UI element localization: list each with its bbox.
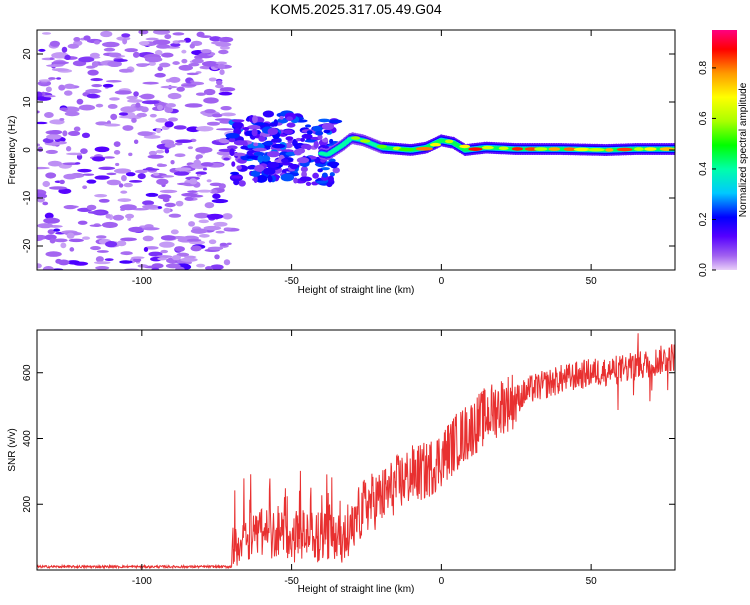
colorbar-label: Normalized spectral amplitude bbox=[738, 82, 749, 217]
spectrogram-x-tick-label: 0 bbox=[439, 276, 445, 287]
spectrogram-y-tick-label: -10 bbox=[22, 190, 33, 205]
colorbar-gradient bbox=[712, 30, 737, 270]
spectrogram-y-tick-label: 10 bbox=[22, 96, 33, 108]
snr-y-tick-label: 600 bbox=[22, 364, 33, 381]
colorbar-tick-label: 0.2 bbox=[698, 212, 709, 226]
snr-series-line bbox=[36, 333, 676, 570]
colorbar: 0.0 0.2 0.4 0.6 0.8 Normalized spectral ampl… bbox=[698, 30, 749, 277]
spectrogram-x-tick-label: -50 bbox=[284, 276, 299, 287]
spectrogram-y-tick-label: 0 bbox=[22, 147, 33, 153]
spectrogram-heatmap bbox=[37, 30, 675, 270]
snr-frame bbox=[36, 329, 676, 571]
spectrogram-x-tick-label: -100 bbox=[132, 276, 152, 287]
snr-x-tick-label: 50 bbox=[586, 576, 598, 587]
snr-panel: -100 -50 0 50 200 400 600 Height of straight l… bbox=[7, 329, 676, 595]
spectrogram-y-tick-label: 20 bbox=[22, 48, 33, 60]
colorbar-tick-label: 0.6 bbox=[698, 111, 709, 125]
snr-x-tick-label: 0 bbox=[439, 576, 445, 587]
colorbar-ticks: 0.0 0.2 0.4 0.6 0.8 bbox=[698, 61, 716, 277]
snr-y-axis-label: SNR (v/v) bbox=[7, 428, 18, 471]
snr-y-tick-label: 200 bbox=[22, 495, 33, 512]
colorbar-tick-label: 0.0 bbox=[698, 263, 709, 277]
snr-x-axis-label: Height of straight line (km) bbox=[298, 584, 415, 595]
snr-axis-ticks: -100 -50 0 50 200 400 600 bbox=[22, 330, 675, 587]
spectrogram-x-axis-label: Height of straight line (km) bbox=[298, 285, 415, 296]
snr-y-tick-label: 400 bbox=[22, 430, 33, 447]
colorbar-tick-label: 0.4 bbox=[698, 162, 709, 176]
spectrogram-y-axis-label: Frequency (Hz) bbox=[7, 116, 18, 185]
colorbar-tick-label: 0.8 bbox=[698, 61, 709, 75]
snr-x-tick-label: -50 bbox=[284, 576, 299, 587]
snr-x-tick-label: -100 bbox=[132, 576, 152, 587]
figure-title: KOM5.2025.317.05.49.G04 bbox=[270, 1, 441, 17]
snr-plot-area bbox=[37, 330, 675, 570]
spectrogram-x-tick-label: 50 bbox=[586, 276, 598, 287]
spectrogram-y-tick-label: -20 bbox=[22, 238, 33, 253]
